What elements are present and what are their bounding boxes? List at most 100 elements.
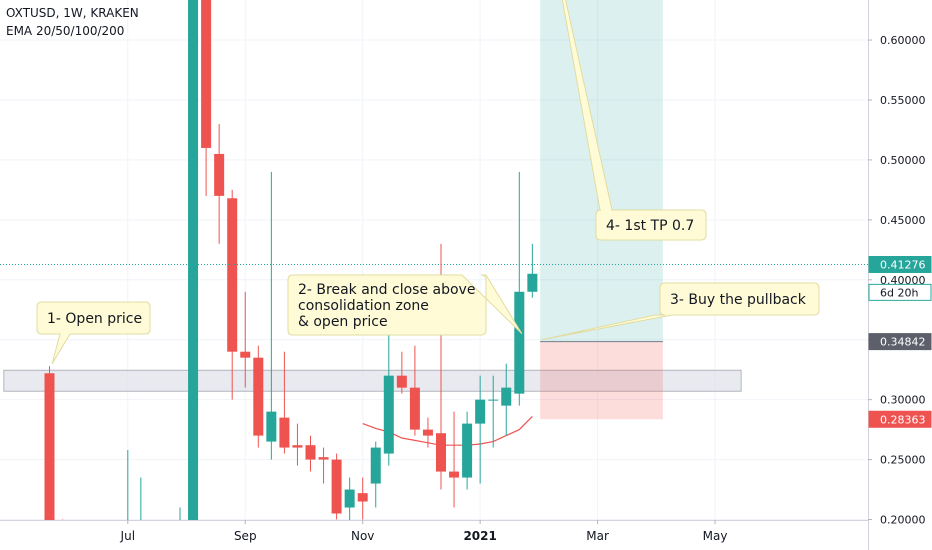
candle-body	[501, 387, 512, 406]
callout-buy-pullback: 3- Buy the pullback	[541, 282, 820, 341]
callout-text: consolidation zone	[298, 298, 429, 314]
candle-body	[488, 399, 499, 401]
candle	[318, 447, 329, 484]
candle	[201, 0, 212, 196]
price-badge-label: 0.34842	[880, 336, 926, 349]
candle	[422, 417, 433, 448]
callout-bubble	[561, 0, 707, 241]
candle	[383, 333, 394, 466]
candle	[253, 345, 264, 448]
candle-body	[318, 457, 329, 460]
time-tick-label: Jul	[120, 529, 135, 543]
callout-bubble	[36, 301, 151, 364]
time-tick-label: Sep	[234, 529, 257, 543]
candle-body	[188, 0, 199, 532]
candle	[344, 477, 355, 526]
callout-text: 1- Open price	[47, 311, 142, 327]
indicator-legend: EMA 20/50/100/200	[6, 24, 125, 38]
time-axis-bg	[0, 520, 868, 550]
candle	[214, 123, 225, 244]
callout-text: 2- Break and close above	[298, 282, 475, 298]
candle	[266, 171, 277, 460]
price-tick-label: 0.55000	[880, 94, 926, 107]
callout-text: 4- 1st TP 0.7	[606, 218, 694, 234]
candle	[370, 441, 381, 508]
price-badge-bg	[868, 333, 932, 351]
price-axis-bg	[868, 0, 932, 550]
price-tick-label: 0.20000	[880, 514, 926, 527]
candle	[305, 435, 316, 472]
candle-body	[305, 445, 316, 460]
time-axis[interactable]: Jul Sep Nov 2021 Mar May	[0, 520, 868, 550]
price-tick-label: 0.25000	[880, 454, 926, 467]
price-tick-label: 0.50000	[880, 154, 926, 167]
candle-body	[396, 375, 407, 388]
candle	[331, 453, 342, 520]
candle	[227, 189, 238, 400]
candle-body	[344, 489, 355, 508]
callout-text: 3- Buy the pullback	[670, 292, 807, 308]
candle-body	[436, 433, 446, 472]
candle	[292, 423, 303, 466]
price-tick-label: 0.30000	[880, 394, 926, 407]
candle	[501, 363, 512, 436]
candle-body	[422, 429, 433, 436]
price-badge: 0.41276	[868, 255, 932, 273]
candle	[409, 345, 420, 436]
candle	[357, 477, 368, 520]
candle-body	[527, 273, 538, 292]
price-tick-label: 0.40000	[880, 274, 926, 287]
time-tick-label: Nov	[351, 529, 374, 543]
candle	[475, 375, 486, 484]
candle-body	[514, 291, 525, 394]
candle-body	[240, 351, 251, 358]
candle	[527, 243, 538, 298]
annotation-callouts: 1- Open price 2- Break and close abovecon…	[36, 0, 820, 364]
price-badge-label: 0.28363	[880, 413, 926, 426]
candle-body	[279, 417, 290, 448]
time-tick-label: 2021	[463, 529, 496, 543]
price-badge-bg	[868, 410, 932, 428]
price-badge: 0.34842	[868, 333, 932, 351]
price-tick-label: 0.45000	[880, 214, 926, 227]
candle	[488, 375, 499, 448]
long-position-tool[interactable]	[540, 0, 663, 420]
callout-open-price: 1- Open price	[36, 301, 151, 364]
candle	[462, 411, 473, 490]
candle	[514, 171, 525, 406]
time-tick-label: Mar	[586, 529, 609, 543]
price-badge: 0.28363	[868, 410, 932, 428]
candle	[240, 291, 251, 388]
candle-body	[449, 471, 460, 478]
price-axis[interactable]: 1.000000.950000.900000.850000.800000.750…	[868, 0, 932, 550]
candle-body	[292, 445, 303, 448]
candle-body	[370, 447, 381, 484]
stop-loss-zone	[540, 341, 663, 420]
candle-body	[214, 153, 225, 196]
candle-body	[357, 493, 368, 502]
price-badge-bg	[868, 283, 932, 301]
callout-first-tp: 4- 1st TP 0.7	[561, 0, 707, 241]
candle-body	[331, 459, 342, 514]
callout-bubble	[287, 274, 523, 336]
candle-body	[253, 357, 264, 436]
candle-body	[227, 198, 238, 352]
candle-body	[266, 411, 277, 442]
time-tick-label: May	[703, 529, 728, 543]
candle-body	[409, 387, 420, 430]
candle-body	[475, 399, 486, 424]
candle-body	[44, 373, 55, 526]
price-tick-label: 0.60000	[880, 34, 926, 47]
price-badge-bg	[868, 255, 932, 273]
candle	[188, 0, 199, 538]
candle-body	[383, 375, 394, 454]
callout-text: & open price	[298, 314, 388, 330]
callout-bubble	[541, 282, 820, 341]
symbol-title: OXTUSD, 1W, KRAKEN	[6, 6, 139, 20]
candle	[44, 366, 55, 538]
candle	[396, 351, 407, 394]
price-badge-label: 6d 20h	[880, 286, 918, 299]
candle	[279, 351, 290, 454]
